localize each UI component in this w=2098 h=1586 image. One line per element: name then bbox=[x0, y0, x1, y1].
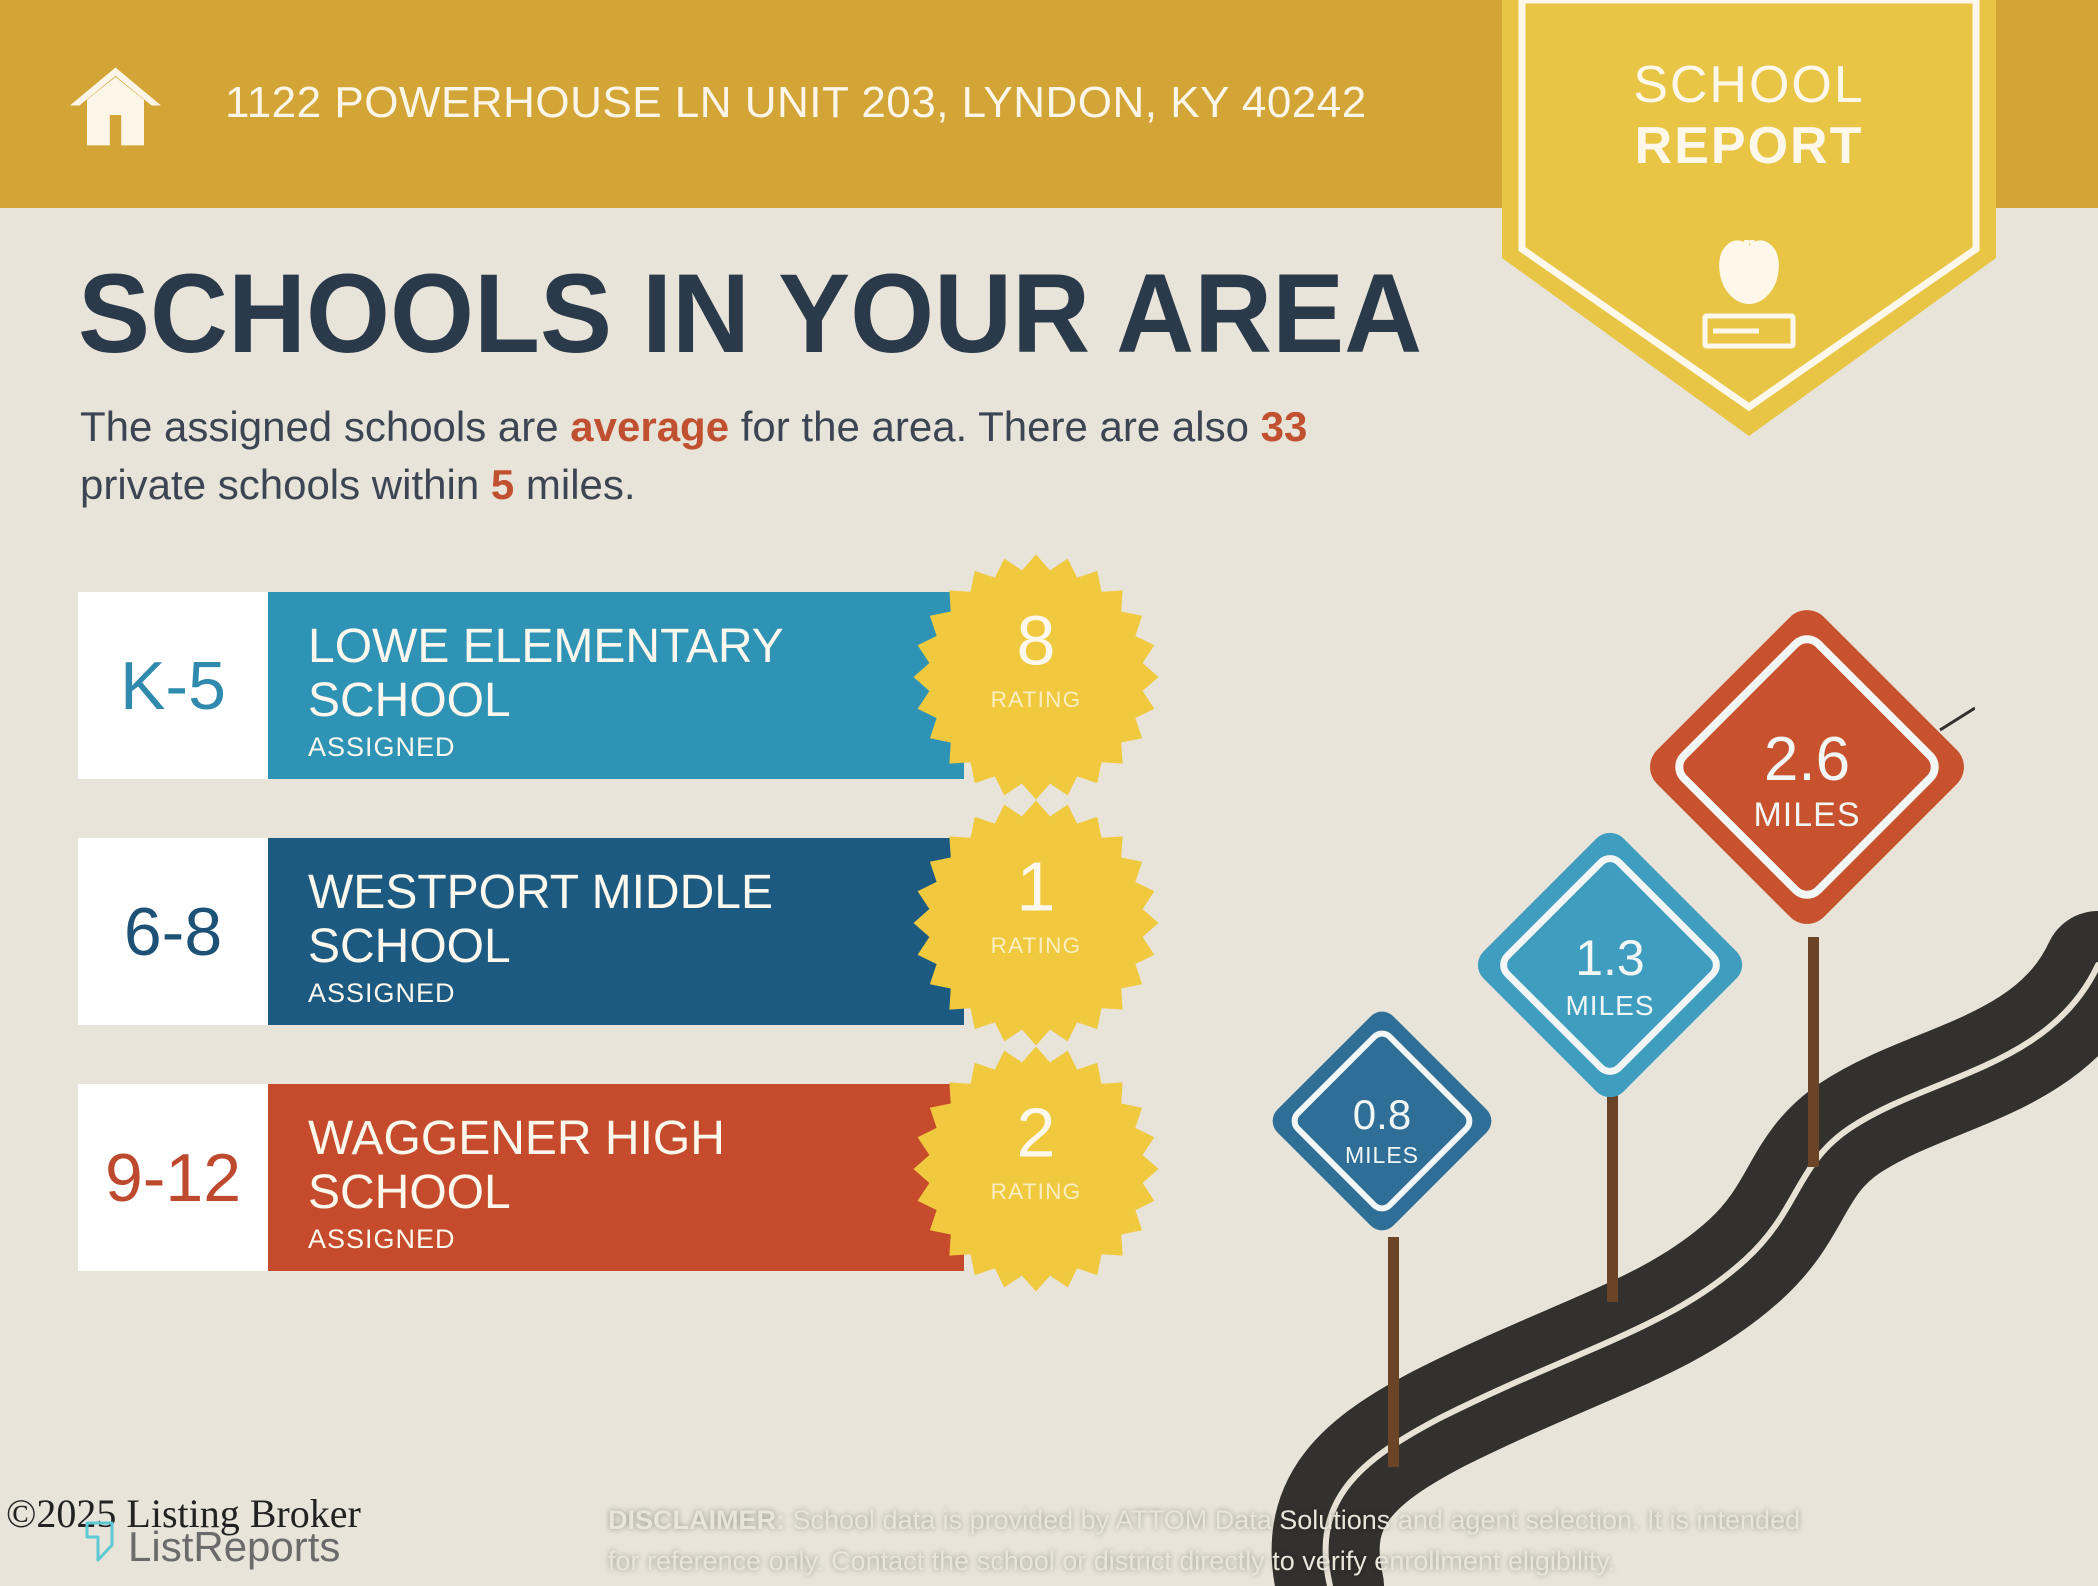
svg-text:MILES: MILES bbox=[1753, 796, 1860, 834]
svg-text:2: 2 bbox=[1017, 1094, 1056, 1172]
svg-text:MILES: MILES bbox=[1565, 990, 1654, 1021]
svg-text:8: 8 bbox=[1017, 602, 1056, 680]
svg-text:RATING: RATING bbox=[991, 1179, 1082, 1204]
svg-text:MILES: MILES bbox=[1345, 1142, 1419, 1168]
svg-text:RATING: RATING bbox=[991, 687, 1082, 712]
svg-text:1: 1 bbox=[1017, 848, 1056, 926]
svg-text:RATING: RATING bbox=[991, 933, 1082, 958]
svg-text:2.6: 2.6 bbox=[1764, 725, 1850, 794]
svg-text:0.8: 0.8 bbox=[1353, 1091, 1411, 1138]
svg-text:1.3: 1.3 bbox=[1575, 930, 1645, 986]
